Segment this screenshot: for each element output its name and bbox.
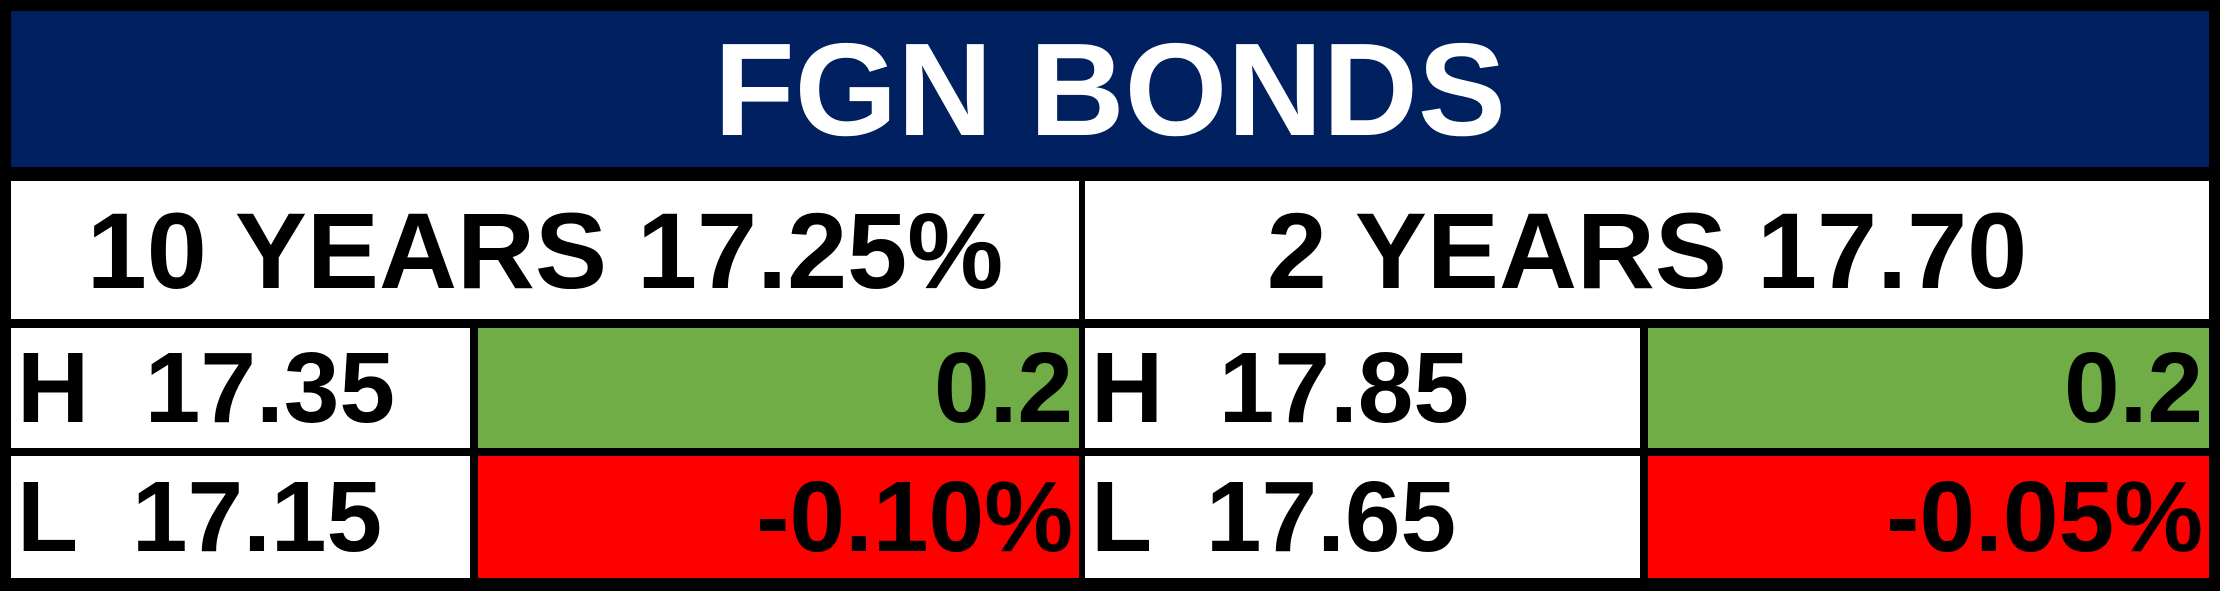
low-label: L 17.65: [1085, 456, 1640, 578]
low-change: -0.10%: [478, 456, 1079, 578]
low-label: L 17.15: [11, 456, 470, 578]
high-change: 0.2: [1648, 328, 2209, 448]
low-change: -0.05%: [1648, 456, 2209, 578]
high-label: H 17.35: [11, 328, 470, 448]
title: FGN BONDS: [11, 11, 2209, 167]
column-heading: 2 YEARS 17.70: [1085, 181, 2209, 319]
high-change: 0.2: [478, 328, 1079, 448]
high-label: H 17.85: [1085, 328, 1640, 448]
column-heading: 10 YEARS 17.25%: [11, 181, 1079, 319]
